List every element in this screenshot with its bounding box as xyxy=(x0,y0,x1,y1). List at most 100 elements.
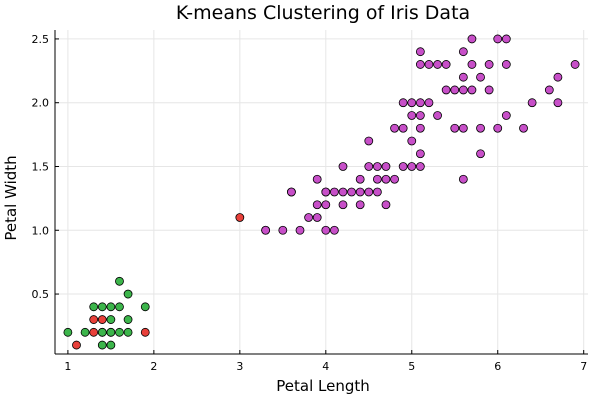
data-point xyxy=(458,47,468,57)
data-point xyxy=(89,315,99,324)
data-point xyxy=(115,327,124,337)
data-point xyxy=(381,162,391,171)
x-tick-label: 7 xyxy=(580,360,587,373)
data-point xyxy=(106,327,116,337)
data-point xyxy=(450,85,460,95)
data-point xyxy=(261,225,271,235)
data-point xyxy=(407,111,417,120)
x-tick-label: 2 xyxy=(150,360,157,373)
data-point xyxy=(501,111,511,120)
data-point xyxy=(355,187,365,197)
data-points xyxy=(63,34,580,350)
data-point xyxy=(115,302,124,312)
data-point xyxy=(398,123,408,133)
data-point xyxy=(398,162,408,171)
data-point xyxy=(321,200,331,210)
data-point xyxy=(553,72,563,82)
data-point xyxy=(364,136,374,146)
data-point xyxy=(140,302,150,312)
data-point xyxy=(106,315,116,324)
y-axis-label: Petal Width xyxy=(2,155,20,240)
data-point xyxy=(415,149,425,159)
x-tick-label: 5 xyxy=(408,360,415,373)
data-point xyxy=(424,98,434,108)
data-point xyxy=(458,72,468,82)
data-point xyxy=(390,174,399,184)
data-point xyxy=(364,162,374,171)
data-point xyxy=(329,187,339,197)
y-tick-label: 2.0 xyxy=(32,97,50,110)
x-tick-label: 3 xyxy=(236,360,243,373)
data-point xyxy=(381,200,391,210)
data-point xyxy=(570,60,580,69)
data-point xyxy=(415,60,425,69)
data-point xyxy=(415,162,425,171)
data-point xyxy=(407,98,417,108)
data-point xyxy=(467,85,477,95)
data-point xyxy=(441,60,451,69)
data-point xyxy=(484,85,494,95)
data-point xyxy=(97,340,107,350)
data-point xyxy=(287,187,296,197)
data-point xyxy=(476,149,485,159)
data-point xyxy=(338,200,348,210)
data-point xyxy=(415,47,425,57)
data-point xyxy=(304,213,314,222)
y-tick-label: 1.5 xyxy=(32,160,50,173)
x-tick-label: 6 xyxy=(494,360,501,373)
data-point xyxy=(424,60,434,69)
data-point xyxy=(407,162,417,171)
data-point xyxy=(372,174,382,184)
data-point xyxy=(312,174,322,184)
data-point xyxy=(458,85,468,95)
data-point xyxy=(140,327,150,337)
x-axis-label: Petal Length xyxy=(276,377,370,395)
data-point xyxy=(347,187,356,197)
data-point xyxy=(553,98,563,108)
y-tick-label: 0.5 xyxy=(32,288,50,301)
data-point xyxy=(80,327,90,337)
data-point xyxy=(415,111,425,120)
data-point xyxy=(355,174,365,184)
y-tick-label: 1.0 xyxy=(32,224,50,237)
y-ticks: 0.5 1.0 1.5 2.0 2.5 xyxy=(32,33,59,301)
data-point xyxy=(493,34,503,44)
data-point xyxy=(407,136,417,146)
data-point xyxy=(355,200,365,210)
chart-title: K-means Clustering of Iris Data xyxy=(176,2,470,24)
data-point xyxy=(89,302,99,312)
data-point xyxy=(519,123,528,133)
data-point xyxy=(467,60,477,69)
data-point xyxy=(415,123,425,133)
data-point xyxy=(278,225,288,235)
data-point xyxy=(72,340,81,350)
data-point xyxy=(312,213,322,222)
data-point xyxy=(123,327,133,337)
data-point xyxy=(476,72,485,82)
data-point xyxy=(398,98,408,108)
data-point xyxy=(458,174,468,184)
x-ticks: 1 2 3 4 5 6 7 xyxy=(64,350,587,373)
data-point xyxy=(390,123,399,133)
data-point xyxy=(527,98,537,108)
data-point xyxy=(321,225,331,235)
data-point xyxy=(329,225,339,235)
data-point xyxy=(364,187,374,197)
data-point xyxy=(295,225,305,235)
data-point xyxy=(433,60,442,69)
data-point xyxy=(433,111,442,120)
data-point xyxy=(115,276,124,286)
data-point xyxy=(97,302,107,312)
data-point xyxy=(484,60,494,69)
data-point xyxy=(338,162,348,171)
data-point xyxy=(63,327,73,337)
data-point xyxy=(458,123,468,133)
data-point xyxy=(381,174,391,184)
x-tick-label: 1 xyxy=(64,360,71,373)
data-point xyxy=(501,60,511,69)
data-point xyxy=(312,200,322,210)
data-point xyxy=(372,162,382,171)
data-point xyxy=(321,187,331,197)
data-point xyxy=(235,213,245,222)
